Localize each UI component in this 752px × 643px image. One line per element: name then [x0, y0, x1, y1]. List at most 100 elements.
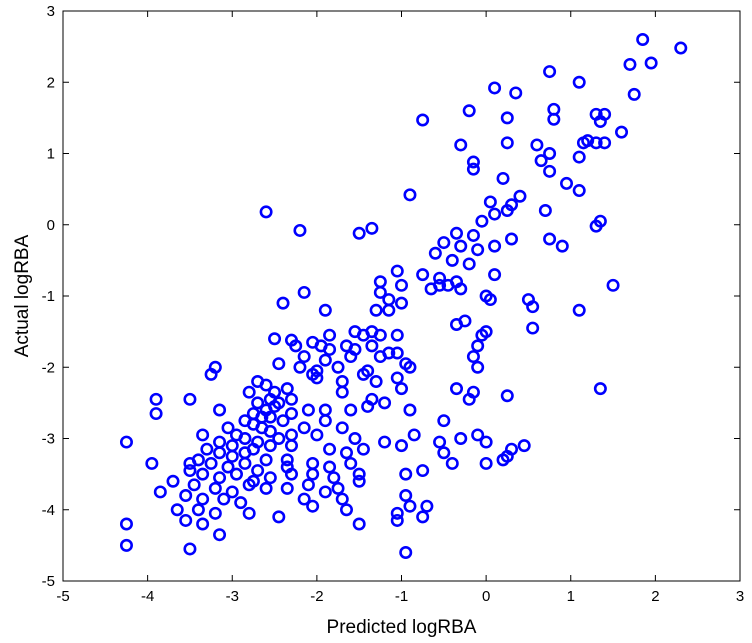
data-point — [191, 503, 205, 517]
data-point — [555, 239, 569, 253]
data-point — [280, 453, 294, 467]
data-point — [399, 488, 413, 502]
data-point — [213, 528, 227, 542]
data-point — [390, 264, 404, 278]
data-point — [399, 545, 413, 559]
data-point — [466, 350, 480, 364]
data-point — [576, 136, 590, 150]
data-point — [543, 164, 557, 178]
data-point — [530, 138, 544, 152]
data-point — [238, 431, 252, 445]
data-point — [390, 346, 404, 360]
data-point — [538, 204, 552, 218]
data-point — [272, 510, 286, 524]
data-point — [179, 488, 193, 502]
data-point — [394, 439, 408, 453]
data-point — [225, 449, 239, 463]
data-point — [348, 431, 362, 445]
y-tick-label: 3 — [47, 3, 55, 20]
data-point — [572, 303, 586, 317]
data-point — [153, 485, 167, 499]
data-point — [183, 392, 197, 406]
data-point — [204, 456, 218, 470]
data-point — [437, 446, 451, 460]
data-point — [394, 296, 408, 310]
data-point — [394, 382, 408, 396]
data-point — [471, 339, 485, 353]
data-point — [466, 155, 480, 169]
data-point — [572, 150, 586, 164]
data-point — [200, 442, 214, 456]
data-point — [268, 399, 282, 413]
data-point — [318, 414, 332, 428]
data-point — [441, 278, 455, 292]
data-point — [234, 496, 248, 510]
data-point — [119, 538, 133, 552]
y-tick-label: 1 — [47, 146, 55, 163]
data-point — [339, 446, 353, 460]
data-point — [560, 176, 574, 190]
data-point — [229, 467, 243, 481]
x-tick-labels: -5 -4 -3 -2 -1 0 1 2 3 — [56, 588, 744, 605]
data-point — [433, 271, 447, 285]
data-point — [183, 464, 197, 478]
y-tick-label: 2 — [47, 74, 55, 91]
data-point — [318, 303, 332, 317]
data-point — [437, 236, 451, 250]
data-point — [242, 385, 256, 399]
data-point — [479, 456, 493, 470]
data-point — [420, 499, 434, 513]
data-point — [403, 188, 417, 202]
data-point — [263, 410, 277, 424]
data-point — [373, 285, 387, 299]
data-point — [268, 332, 282, 346]
data-point — [297, 421, 311, 435]
data-point — [593, 114, 607, 128]
data-point — [196, 428, 210, 442]
x-tick-label: -5 — [56, 588, 69, 605]
data-point — [179, 513, 193, 527]
data-point — [416, 510, 430, 524]
data-point — [488, 207, 502, 221]
data-point — [450, 317, 464, 331]
data-point — [225, 485, 239, 499]
data-point — [462, 104, 476, 118]
data-point — [454, 431, 468, 445]
data-point — [543, 147, 557, 161]
data-point — [352, 474, 366, 488]
data-point — [462, 257, 476, 271]
data-point — [170, 503, 184, 517]
data-point — [149, 392, 163, 406]
data-point — [251, 464, 265, 478]
data-point — [310, 428, 324, 442]
data-point — [361, 399, 375, 413]
data-point — [196, 467, 210, 481]
data-point — [407, 428, 421, 442]
data-point — [242, 478, 256, 492]
data-point — [263, 424, 277, 438]
data-point — [272, 431, 286, 445]
data-point — [280, 481, 294, 495]
data-point — [483, 293, 497, 307]
data-point — [259, 453, 273, 467]
data-point — [352, 517, 366, 531]
data-point — [259, 205, 273, 219]
data-point — [119, 435, 133, 449]
data-point — [196, 492, 210, 506]
data-point — [466, 162, 480, 176]
data-point — [534, 154, 548, 168]
data-point — [433, 278, 447, 292]
data-point — [454, 138, 468, 152]
data-point — [500, 136, 514, 150]
y-axis-title: Actual logRBA — [12, 234, 33, 357]
data-point — [526, 321, 540, 335]
data-point — [445, 253, 459, 267]
data-point — [483, 195, 497, 209]
y-tick-label: -1 — [42, 288, 55, 305]
data-point — [221, 421, 235, 435]
data-point — [433, 435, 447, 449]
data-point — [572, 75, 586, 89]
data-point — [145, 456, 159, 470]
data-point — [572, 184, 586, 198]
